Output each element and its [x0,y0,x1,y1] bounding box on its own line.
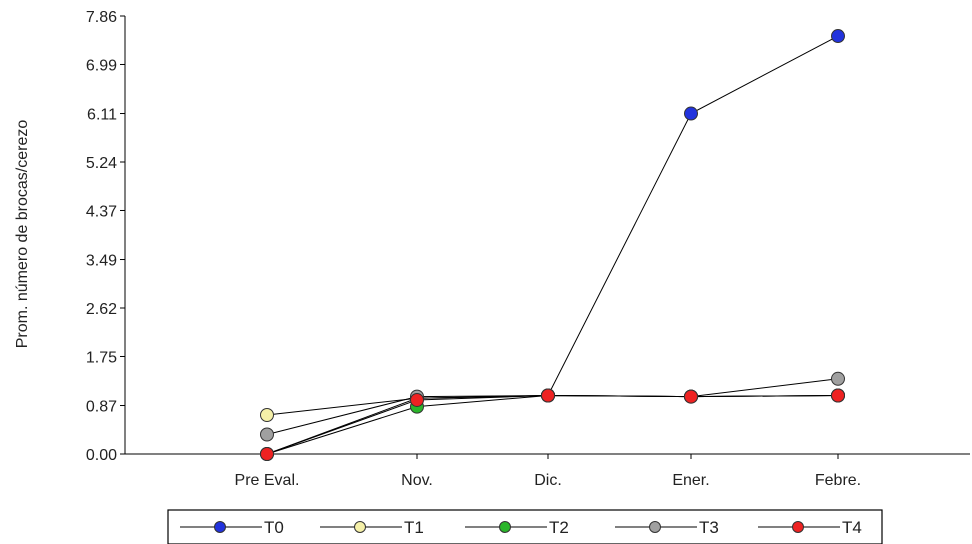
y-axis-ticks: 0.00 0.87 1.75 2.62 3.49 4.37 5.24 6.11 6.99 7.86 [86,9,125,464]
legend-label: T4 [842,518,862,537]
y-tick-label: 0.87 [86,399,117,416]
x-tick-label: Nov. [401,472,433,489]
series-line-t4 [266,394,839,455]
data-point-t4 [541,388,555,403]
y-tick-label: 6.99 [86,57,117,74]
y-tick-label: 7.86 [86,9,117,26]
legend-label: T3 [699,518,719,537]
x-tick-label: Ener. [672,472,709,489]
y-tick-label: 0.00 [86,447,117,464]
y-tick-label: 5.24 [86,155,117,172]
y-tick-label: 4.37 [86,203,117,220]
data-point-t1 [260,407,274,422]
data-point-t4 [684,389,698,404]
data-point-t0 [684,106,698,121]
data-point-t3 [831,371,845,386]
data-point-t0 [831,29,845,44]
data-point-t3 [260,427,274,442]
legend-marker [792,521,804,533]
x-tick-label: Dic. [534,472,562,489]
legend-marker [649,521,661,533]
x-axis-ticks: Pre Eval. Nov. Dic. Ener. Febre. [235,454,861,489]
series-points [260,29,845,461]
legend-marker [354,521,366,533]
legend-marker [214,521,226,533]
series-line-t2 [266,394,839,455]
data-point-t4 [410,392,424,407]
legend-label: T1 [404,518,424,537]
legend-label: T0 [264,518,284,537]
y-tick-label: 3.49 [86,253,117,270]
x-tick-label: Febre. [815,472,861,489]
x-tick-label: Pre Eval. [235,472,300,489]
legend-marker [499,521,511,533]
y-axis-label: Prom. número de brocas/cerezo [14,120,31,349]
legend-label: T2 [549,518,569,537]
y-tick-label: 6.11 [87,107,117,124]
data-point-t4 [260,447,274,461]
y-tick-label: 2.62 [86,301,117,318]
data-point-t4 [831,388,845,403]
y-tick-label: 1.75 [86,349,117,366]
legend: T0 T1 T2 T3 T4 [167,509,883,544]
